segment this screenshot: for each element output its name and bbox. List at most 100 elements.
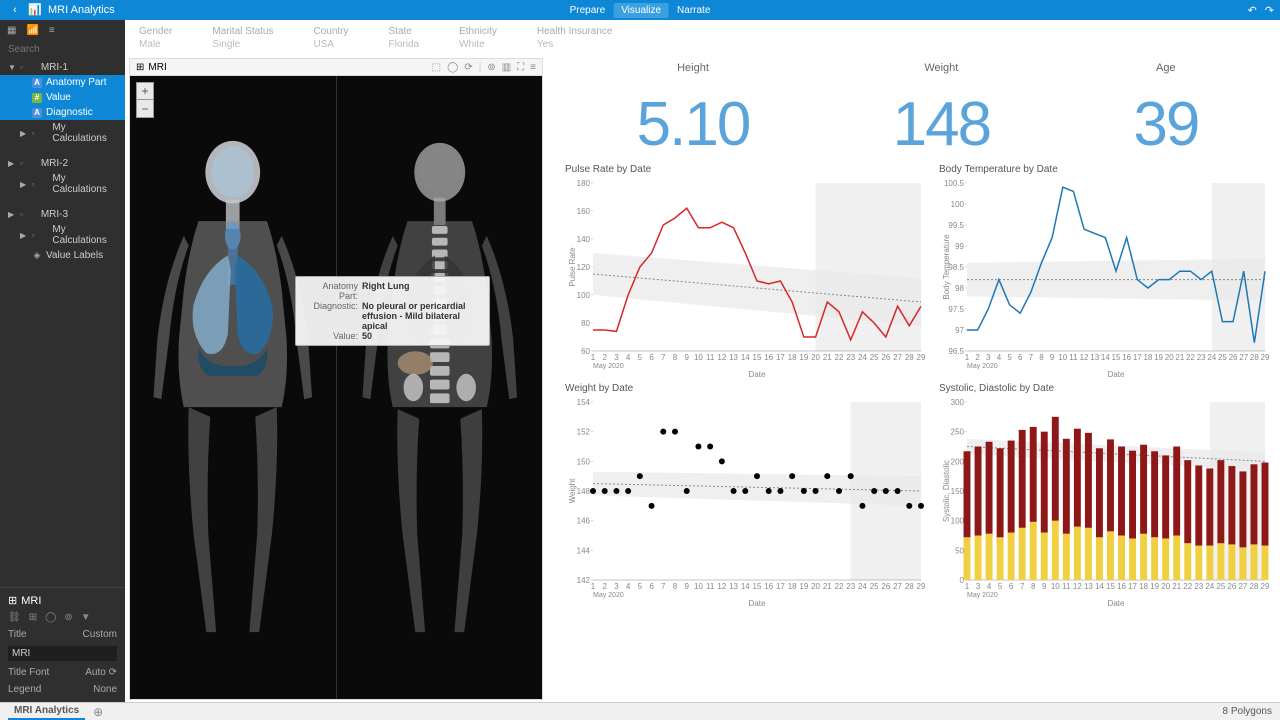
filter-col[interactable]: Health InsuranceYes [537, 26, 613, 50]
filter-col[interactable]: Marital StatusSingle [212, 26, 273, 50]
tool-menu-icon[interactable]: ≡ [530, 62, 536, 73]
tool-target-icon[interactable]: ⊚ [64, 612, 72, 623]
chart-icon[interactable]: 📶 [26, 25, 38, 36]
bottombar: MRI Analytics ⊕ 8 Polygons [0, 702, 1280, 720]
svg-text:100.5: 100.5 [944, 179, 965, 188]
tree-item[interactable]: ▶▫My Calculations [0, 222, 125, 248]
tree-item[interactable]: ▶▫My Calculations [0, 120, 125, 146]
svg-text:23: 23 [1194, 582, 1203, 591]
tree-item[interactable]: ▶▫MRI-2 [0, 156, 125, 171]
chart-weight: Weight by Date 1421441461481501521541234… [565, 383, 925, 608]
svg-text:300: 300 [951, 398, 965, 407]
chart-title: Pulse Rate by Date [565, 164, 925, 175]
svg-text:27: 27 [893, 582, 902, 591]
svg-text:29: 29 [917, 582, 925, 591]
layers-icon[interactable]: ≡ [49, 25, 55, 36]
chart-title: Body Temperature by Date [939, 164, 1270, 175]
temp-svg[interactable]: 96.59797.59898.59999.5100100.51234567891… [939, 179, 1269, 379]
svg-text:97: 97 [955, 326, 964, 335]
filter-col[interactable]: EthnicityWhite [459, 26, 497, 50]
search-input[interactable] [8, 44, 140, 55]
tool-select-icon[interactable]: ⬚ [432, 62, 441, 73]
tool-refresh-icon[interactable]: ⟳ [464, 62, 472, 73]
svg-text:28: 28 [905, 582, 914, 591]
zoom-out-button[interactable]: − [136, 100, 154, 118]
svg-text:12: 12 [1073, 582, 1082, 591]
tool-grid-icon[interactable]: ⊞ [29, 612, 37, 623]
sheet-tab[interactable]: MRI Analytics [8, 703, 85, 720]
weight-svg[interactable]: 1421441461481501521541234567891011121314… [565, 398, 925, 608]
svg-text:144: 144 [577, 546, 591, 555]
tree-item[interactable]: #Value [0, 90, 125, 105]
tool-link-icon[interactable]: ⛓ [8, 612, 21, 623]
filter-bar: GenderMale Marital StatusSingle CountryUSA… [125, 20, 1280, 56]
zoom-in-button[interactable]: + [136, 82, 154, 100]
svg-text:150: 150 [577, 457, 591, 466]
svg-text:12: 12 [1080, 353, 1089, 362]
svg-text:29: 29 [917, 353, 925, 362]
svg-text:152: 152 [577, 428, 591, 437]
tree-item[interactable]: ▼▫MRI-1 [0, 60, 125, 75]
tool-bars-icon[interactable]: ▥ [502, 62, 511, 73]
filter-col[interactable]: CountryUSA [314, 26, 349, 50]
sidebar-mode-icons: ▦ 📶 ≡ [0, 20, 125, 41]
data-tree: ▼▫MRI-1AAnatomy Part#ValueADiagnostic▶▫M… [0, 58, 125, 265]
mri-view-left[interactable] [130, 76, 336, 699]
svg-text:20: 20 [1165, 353, 1174, 362]
viz-toolbar: ⊞MRI ⬚ ◯ ⟳ | ⊚ ▥ ⛶ ≡ [129, 58, 543, 76]
undo-icon[interactable]: ↶ [1248, 4, 1257, 17]
tab-visualize[interactable]: Visualize [613, 3, 669, 18]
svg-text:17: 17 [776, 582, 785, 591]
tool-expand-icon[interactable]: ⛶ [517, 62, 524, 73]
svg-text:Pulse Rate: Pulse Rate [568, 247, 577, 287]
svg-text:148: 148 [577, 487, 591, 496]
add-sheet-button[interactable]: ⊕ [91, 705, 105, 719]
chart-title: Weight by Date [565, 383, 925, 394]
svg-text:Date: Date [749, 599, 766, 608]
tool-lasso-icon[interactable]: ◯ [447, 62, 458, 73]
tool-filter-icon[interactable]: ▼ [81, 612, 91, 623]
mri-view-right[interactable] [336, 76, 543, 699]
svg-text:2: 2 [602, 353, 607, 362]
tree-item[interactable]: AAnatomy Part [0, 75, 125, 90]
redo-icon[interactable]: ↷ [1265, 4, 1274, 17]
font-value[interactable]: Auto ⟳ [85, 667, 117, 678]
data-icon[interactable]: ▦ [7, 25, 16, 36]
svg-text:5: 5 [998, 582, 1003, 591]
svg-text:9: 9 [684, 353, 689, 362]
svg-text:14: 14 [741, 353, 750, 362]
filter-col[interactable]: GenderMale [139, 26, 172, 50]
svg-text:19: 19 [799, 353, 808, 362]
svg-text:11: 11 [706, 353, 715, 362]
tool-grid2-icon[interactable]: ⊚ [487, 62, 495, 73]
tab-narrate[interactable]: Narrate [669, 3, 718, 18]
charts-grid: Pulse Rate by Date 608010012014016018012… [565, 164, 1270, 608]
filter-col[interactable]: StateFlorida [389, 26, 420, 50]
title-mode[interactable]: Custom [83, 629, 117, 640]
svg-text:18: 18 [788, 582, 797, 591]
props-title: MRI [21, 595, 41, 607]
bp-svg[interactable]: 0501001502002503001345678910111213141516… [939, 398, 1269, 608]
tree-item[interactable]: ◈Value Labels [0, 248, 125, 263]
svg-text:10: 10 [1058, 353, 1067, 362]
pulse-svg[interactable]: 6080100120140160180123456789101112131415… [565, 179, 925, 379]
tree-item[interactable]: ▶▫My Calculations [0, 171, 125, 197]
tree-item[interactable]: ADiagnostic [0, 105, 125, 120]
back-icon[interactable]: ‹ [8, 4, 22, 16]
viz-body: + − [129, 76, 543, 700]
svg-text:16: 16 [1117, 582, 1126, 591]
legend-value[interactable]: None [93, 684, 117, 695]
svg-text:20: 20 [811, 582, 820, 591]
title-input[interactable] [8, 646, 117, 661]
chart-bp: Systolic, Diastolic by Date 050100150200… [939, 383, 1270, 608]
chart-title: Systolic, Diastolic by Date [939, 383, 1270, 394]
svg-text:24: 24 [1205, 582, 1214, 591]
svg-text:7: 7 [661, 353, 666, 362]
tab-prepare[interactable]: Prepare [562, 3, 614, 18]
tree-item[interactable]: ▶▫MRI-3 [0, 207, 125, 222]
tool-circle-icon[interactable]: ◯ [45, 612, 56, 623]
props-toolrow: ⛓ ⊞ ◯ ⊚ ▼ [8, 609, 117, 626]
svg-text:15: 15 [1112, 353, 1121, 362]
svg-text:99.5: 99.5 [948, 221, 964, 230]
svg-text:96.5: 96.5 [948, 347, 964, 356]
